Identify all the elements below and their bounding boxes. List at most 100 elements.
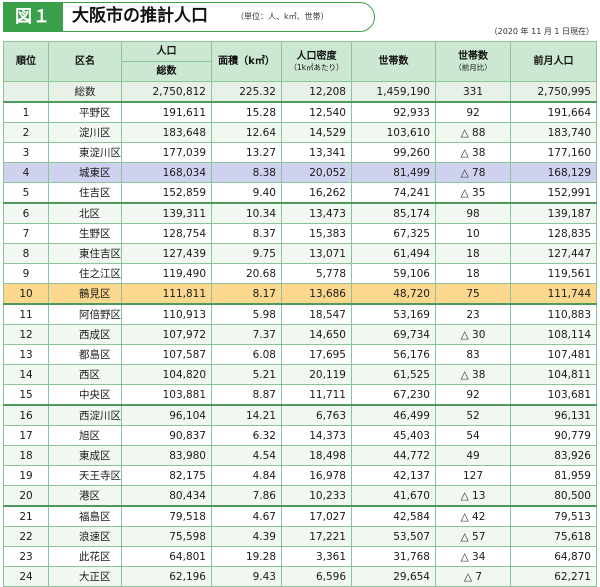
rank-cell: 15 [3,384,49,406]
rank-cell: 20 [3,485,49,507]
population-cell: 111,811 [121,283,212,305]
households-cell: 29,654 [351,566,436,587]
population-cell: 107,972 [121,324,212,345]
prev-month-cell: 90,779 [510,425,597,446]
rank-cell: 17 [3,425,49,446]
population-cell: 183,648 [121,122,212,143]
population-cell: 177,039 [121,142,212,163]
ward-name-cell: 大正区 [48,566,122,587]
household-change-cell: 54 [435,425,511,446]
col-header-rank: 順位 [3,41,49,82]
household-change-cell: △ 78 [435,162,511,183]
area-cell: 9.75 [211,243,282,264]
households-cell: 69,734 [351,324,436,345]
prev-month-cell: 183,740 [510,122,597,143]
household-change-cell: △ 30 [435,324,511,345]
household-change-label: 世帯数 [458,51,488,62]
table-row: 10 鶴見区 111,811 8.17 13,686 48,720 75 111,744 [3,283,597,305]
total-density: 12,208 [281,81,352,103]
density-cell: 14,529 [281,122,352,143]
ward-name-cell: 西成区 [48,324,122,345]
rank-cell: 22 [3,526,49,547]
prev-month-cell: 104,811 [510,364,597,385]
population-cell: 64,801 [121,546,212,567]
rank-cell: 7 [3,223,49,244]
ward-name-cell: 阿倍野区 [48,303,122,325]
population-cell: 119,490 [121,263,212,284]
household-change-cell: △ 38 [435,142,511,163]
density-cell: 13,341 [281,142,352,163]
prev-month-cell: 152,991 [510,182,597,204]
ward-name-cell: 天王寺区 [48,465,122,486]
population-table: 順位 区名 人口 面積（k㎡） 人口密度 （1k㎡あたり） 世帯数 世帯数 （前… [3,41,597,587]
density-cell: 3,361 [281,546,352,567]
population-cell: 103,881 [121,384,212,406]
household-change-cell: 92 [435,101,511,123]
rank-cell: 2 [3,122,49,143]
households-cell: 41,670 [351,485,436,507]
population-cell: 82,175 [121,465,212,486]
density-cell: 20,052 [281,162,352,183]
ward-name-cell: 鶴見区 [48,283,122,305]
area-cell: 8.38 [211,162,282,183]
ward-name-cell: 平野区 [48,101,122,123]
col-header-households: 世帯数 [351,41,436,82]
table-row: 9 住之江区 119,490 20.68 5,778 59,106 18 119,561 [3,263,597,284]
col-header-ward: 区名 [48,41,122,82]
total-rank-cell [3,81,49,103]
households-cell: 92,933 [351,101,436,123]
households-cell: 44,772 [351,445,436,466]
ward-name-cell: 城東区 [48,162,122,183]
table-row: 22 浪速区 75,598 4.39 17,221 53,507 △ 57 75,618 [3,526,597,547]
rank-cell: 4 [3,162,49,183]
household-change-cell: △ 88 [435,122,511,143]
population-cell: 152,859 [121,182,212,204]
rank-cell: 24 [3,566,49,587]
prev-month-cell: 111,744 [510,283,597,305]
area-cell: 5.98 [211,303,282,325]
household-change-cell: △ 57 [435,526,511,547]
col-header-area: 面積（k㎡） [211,41,282,82]
rank-cell: 14 [3,364,49,385]
density-cell: 18,547 [281,303,352,325]
area-cell: 8.37 [211,223,282,244]
population-cell: 191,611 [121,101,212,123]
table-row: 1 平野区 191,611 15.28 12,540 92,933 92 191,664 [3,101,597,123]
col-header-population-total: 総数 [121,61,212,82]
area-cell: 4.54 [211,445,282,466]
area-cell: 15.28 [211,101,282,123]
prev-month-cell: 103,681 [510,384,597,406]
ward-name-cell: 東住吉区 [48,243,122,264]
ward-name-cell: 浪速区 [48,526,122,547]
population-cell: 127,439 [121,243,212,264]
household-change-cell: 49 [435,445,511,466]
density-cell: 14,650 [281,324,352,345]
area-cell: 5.21 [211,364,282,385]
density-cell: 13,071 [281,243,352,264]
area-cell: 10.34 [211,202,282,224]
area-cell: 4.67 [211,505,282,527]
total-household-change: 331 [435,81,511,103]
prev-month-cell: 79,513 [510,505,597,527]
density-sub-label: （1k㎡あたり） [289,63,344,72]
rank-cell: 5 [3,182,49,204]
total-area: 225.32 [211,81,282,103]
area-cell: 9.43 [211,566,282,587]
households-cell: 59,106 [351,263,436,284]
rank-cell: 19 [3,465,49,486]
rank-cell: 6 [3,202,49,224]
table-row: 19 天王寺区 82,175 4.84 16,978 42,137 127 81,959 [3,465,597,486]
households-cell: 67,230 [351,384,436,406]
ward-name-cell: 旭区 [48,425,122,446]
population-cell: 80,434 [121,485,212,507]
population-cell: 168,034 [121,162,212,183]
table-row: 15 中央区 103,881 8.87 11,711 67,230 92 103,681 [3,384,597,406]
density-cell: 20,119 [281,364,352,385]
table-row: 24 大正区 62,196 9.43 6,596 29,654 △ 7 62,271 [3,566,597,587]
area-cell: 19.28 [211,546,282,567]
density-cell: 6,763 [281,404,352,426]
households-cell: 67,325 [351,223,436,244]
prev-month-cell: 128,835 [510,223,597,244]
table-row: 6 北区 139,311 10.34 13,473 85,174 98 139,187 [3,202,597,224]
density-cell: 15,383 [281,223,352,244]
